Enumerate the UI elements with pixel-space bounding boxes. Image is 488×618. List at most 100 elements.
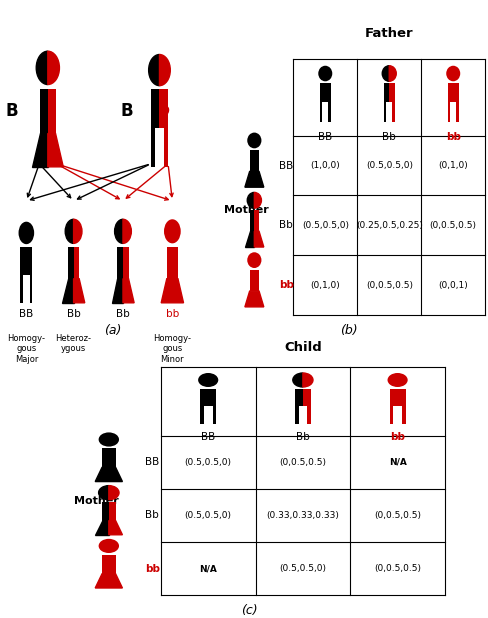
Text: Mother: Mother — [224, 205, 268, 215]
Bar — [118, 247, 123, 279]
Text: (0,0.5,0.5): (0,0.5,0.5) — [374, 511, 421, 520]
Wedge shape — [115, 219, 123, 243]
Text: (0,1,0): (0,1,0) — [310, 281, 340, 290]
Bar — [48, 89, 56, 133]
Polygon shape — [254, 231, 264, 247]
Text: (c): (c) — [241, 604, 257, 617]
Text: (a): (a) — [103, 324, 121, 337]
Bar — [384, 83, 389, 103]
Bar — [164, 128, 168, 167]
Bar — [20, 247, 33, 274]
Circle shape — [99, 433, 119, 447]
Text: N/A: N/A — [199, 564, 217, 573]
Text: (0.33,0.33,0.33): (0.33,0.33,0.33) — [266, 511, 339, 520]
Bar — [402, 406, 406, 423]
Bar — [167, 247, 178, 279]
Bar — [123, 247, 128, 279]
Wedge shape — [389, 66, 396, 82]
Bar — [250, 150, 259, 171]
Circle shape — [318, 66, 332, 82]
Text: Bb: Bb — [383, 132, 396, 142]
Circle shape — [446, 66, 460, 82]
Bar — [102, 449, 116, 467]
Bar — [40, 89, 48, 133]
Text: (0.25,0.5,0.25): (0.25,0.5,0.25) — [356, 221, 423, 230]
Polygon shape — [95, 574, 122, 588]
Text: (1,0,0): (1,0,0) — [310, 161, 340, 170]
Bar — [389, 83, 395, 103]
Bar — [212, 406, 216, 423]
Text: (0,0.5,0.5): (0,0.5,0.5) — [374, 564, 421, 573]
Wedge shape — [74, 219, 82, 243]
Text: (0.5,0.5,0): (0.5,0.5,0) — [184, 457, 232, 467]
Text: b: b — [42, 102, 54, 121]
Wedge shape — [65, 219, 74, 243]
Bar — [295, 389, 303, 406]
Text: B: B — [5, 102, 18, 121]
Text: (0,1,0): (0,1,0) — [438, 161, 468, 170]
Text: Homogy-
gous
Minor: Homogy- gous Minor — [153, 334, 191, 363]
Polygon shape — [245, 231, 254, 247]
Text: bb: bb — [145, 564, 160, 574]
Text: Bb: Bb — [145, 510, 159, 520]
Text: Child: Child — [284, 341, 322, 354]
Bar — [160, 89, 168, 128]
Bar — [102, 555, 116, 574]
Wedge shape — [48, 51, 60, 85]
Bar — [20, 274, 23, 303]
Text: (0.5,0.5,0): (0.5,0.5,0) — [302, 221, 349, 230]
Text: BB: BB — [318, 132, 332, 142]
Polygon shape — [161, 279, 183, 303]
Bar — [328, 103, 331, 122]
Text: Bb: Bb — [296, 433, 310, 442]
Text: BB: BB — [145, 457, 159, 467]
Circle shape — [247, 133, 262, 148]
Bar — [30, 274, 33, 303]
Text: (0.5,0.5,0): (0.5,0.5,0) — [280, 564, 326, 573]
Polygon shape — [95, 520, 109, 535]
Wedge shape — [149, 54, 160, 86]
Circle shape — [164, 219, 181, 243]
Text: Bb: Bb — [116, 309, 130, 319]
Bar — [250, 270, 259, 291]
Bar — [250, 210, 254, 231]
Polygon shape — [74, 279, 85, 303]
Bar — [200, 406, 204, 423]
Text: Bb: Bb — [67, 309, 81, 319]
Bar — [390, 389, 406, 406]
Polygon shape — [245, 171, 264, 187]
Bar — [384, 103, 386, 122]
Text: (b): (b) — [340, 324, 358, 337]
Text: bb: bb — [166, 309, 179, 319]
Text: (0,0.5,0.5): (0,0.5,0.5) — [430, 221, 477, 230]
Bar — [102, 502, 109, 520]
Text: bb: bb — [446, 132, 461, 142]
Text: (0,0.5,0.5): (0,0.5,0.5) — [366, 281, 413, 290]
Text: (0.5,0.5,0): (0.5,0.5,0) — [366, 161, 413, 170]
Bar — [151, 128, 155, 167]
Bar — [447, 83, 459, 103]
Bar — [392, 103, 395, 122]
Bar — [303, 389, 311, 406]
Text: BB: BB — [201, 433, 215, 442]
Wedge shape — [109, 486, 119, 500]
Wedge shape — [36, 51, 48, 85]
Polygon shape — [245, 291, 264, 307]
Wedge shape — [160, 54, 170, 86]
Bar — [307, 406, 311, 423]
Text: Homogy-
gous
Major: Homogy- gous Major — [7, 334, 45, 363]
Bar — [109, 502, 116, 520]
Circle shape — [19, 222, 34, 244]
Circle shape — [99, 539, 119, 553]
Text: Bb: Bb — [279, 221, 293, 231]
Bar — [447, 103, 450, 122]
Text: bb: bb — [390, 433, 405, 442]
Bar — [254, 210, 259, 231]
Bar — [151, 89, 160, 128]
Text: bb: bb — [279, 280, 294, 290]
Text: BB: BB — [279, 161, 294, 171]
Wedge shape — [293, 373, 303, 387]
Bar — [320, 83, 331, 103]
Circle shape — [198, 373, 218, 387]
Wedge shape — [254, 192, 262, 208]
